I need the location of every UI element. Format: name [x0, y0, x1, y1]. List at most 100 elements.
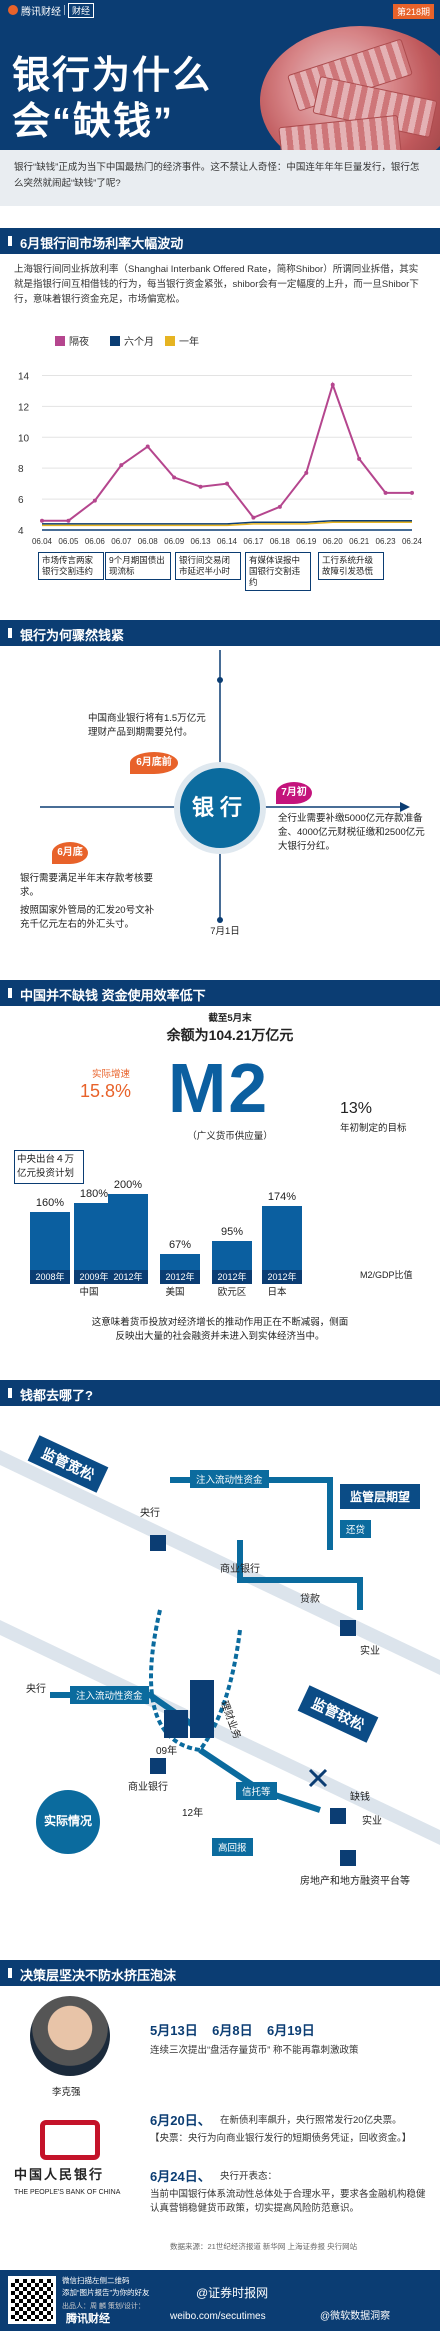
page-title-line2: 会“缺钱”: [12, 101, 175, 143]
section-title-not-short: 中国并不缺钱 资金使用效率低下: [0, 980, 440, 1006]
badge-early-july: 7月初: [276, 782, 312, 804]
legend-label: 隔夜: [69, 335, 89, 348]
data-point: [66, 518, 71, 523]
m2-bar-value: 200%: [113, 1179, 143, 1191]
flow-inject-liquidity-2: 注入流动性资金: [70, 1686, 149, 1704]
m2-bar-value: 95%: [220, 1226, 244, 1239]
node-central-bank-2: 央行: [26, 1684, 46, 1695]
m2-subtitle: （广义货币供应量）: [187, 1131, 273, 1142]
pboc-english-name: THE PEOPLE'S BANK OF CHINA: [14, 2189, 121, 2196]
label-actual-situation: 实际情况: [44, 1814, 93, 1828]
m2-bar-year: 2009年: [74, 1270, 114, 1284]
data-point: [198, 484, 203, 489]
node-real-economy-2: 实业: [362, 1816, 382, 1827]
x-tick-label: 06.21: [349, 537, 370, 546]
tencent-finance-logo: 腾讯财经 财经: [8, 2, 95, 18]
node-real-economy: 实业: [360, 1646, 380, 1657]
event-box: 9个月期国债出现流标: [105, 552, 171, 580]
chart-x-labels: 06.04 06.05 06.06 06.07 06.08 06.09 06.13 06.14…: [32, 537, 423, 546]
data-point: [119, 463, 124, 468]
data-point: [330, 382, 335, 387]
x-tick-label: 06.13: [191, 537, 212, 546]
country-usa: 美国: [165, 1287, 185, 1298]
y-tick-label: 6: [18, 495, 24, 506]
m2-bar-value: 160%: [35, 1197, 65, 1209]
page-title-line1: 银行为什么: [12, 55, 213, 97]
chart-legend: 隔夜 六个月 一年: [55, 335, 199, 348]
m2-bar-year: 2012年: [160, 1270, 200, 1284]
country-japan: 日本: [267, 1287, 287, 1298]
m2-bar-value: 67%: [168, 1238, 192, 1251]
flow-high-return: 高回报: [212, 1838, 253, 1856]
event-box: 市场传言两家银行交割违约: [38, 552, 104, 580]
x-tick-label: 06.20: [323, 537, 344, 546]
series-line-1: [42, 519, 412, 525]
data-point: [410, 490, 414, 495]
legend-label: 六个月: [124, 336, 154, 348]
data-point: [172, 475, 177, 480]
legend-swatch: [165, 336, 175, 346]
brand-secondary: 财经: [68, 2, 95, 18]
target-value: 13%: [340, 1100, 373, 1117]
section-title-why-tight: 银行为何骤然钱紧: [0, 620, 440, 646]
brand-text: 腾讯财经: [21, 6, 61, 18]
date-july-1: 7月1日: [210, 926, 240, 937]
footer-brand[interactable]: 腾讯财经: [66, 2313, 110, 2325]
weibo-microsoft-data[interactable]: @微软数据洞察: [320, 2311, 391, 2322]
data-point: [40, 518, 44, 523]
issue-number: 第218期: [392, 4, 434, 19]
weibo-securities-times[interactable]: @证券时报网: [196, 2286, 269, 2300]
m2-bar-year: 2008年: [30, 1270, 70, 1284]
bank-circle: 银行: [180, 768, 260, 848]
growth-label: 实际增速: [92, 1069, 131, 1080]
year-09: 09年: [156, 1746, 178, 1757]
y-tick-label: 4: [18, 526, 24, 537]
chart-grid: 4 6 8 10 12 14: [18, 371, 412, 537]
date-june-24: 6月24日、: [150, 2169, 211, 2184]
shibor-explanation: 上海银行间同业拆放利率（Shanghai Interbank Offered R…: [14, 264, 419, 305]
node-property-platforms: 房地产和地方融资平台等: [300, 1876, 410, 1887]
dates-repeated: 5月13日 6月8日 6月19日: [150, 2023, 315, 2038]
data-point: [145, 444, 150, 449]
event-box: 有媒体误报中国银行交割违约: [245, 552, 311, 591]
m2-caption-date: 截至5月末: [208, 1013, 252, 1024]
y-tick-label: 10: [18, 433, 30, 444]
weibo-url[interactable]: weibo.com/secutimes: [170, 2311, 266, 2322]
data-point: [251, 515, 256, 520]
m2-balance: 余额为104.21万亿元: [166, 1027, 294, 1043]
m2-bar-value: 174%: [267, 1190, 297, 1203]
x-tick-label: 06.04: [32, 537, 53, 546]
legend-label: 一年: [179, 335, 199, 348]
badge-end-june: 6月底: [52, 842, 88, 864]
li-statement: 连续三次提出“盘活存量货币” 称不能再靠刺激政策: [150, 2045, 359, 2056]
footer: 微信扫描左侧二维码 添加“图片报告”为你的好友 出品人：周 麟 策划/设计： 腾…: [0, 2270, 440, 2331]
data-point: [304, 470, 309, 475]
event-box: 工行系统升级故障引发恐慌: [318, 552, 384, 580]
series-line-2: [42, 521, 412, 527]
chart-lines: [40, 381, 414, 527]
qr-code-icon: [8, 2276, 56, 2324]
note-end-of-june-wealth: 中国商业银行将有1.5万亿元理财产品到期需要兑付。: [88, 713, 206, 738]
header: 腾讯财经 财经 第218期 银行为什么 会“缺钱”: [0, 0, 440, 150]
x-tick-label: 06.14: [217, 537, 238, 546]
flow-trust: 信托等: [236, 1782, 277, 1800]
x-tick-label: 06.09: [164, 537, 185, 546]
flow-loan: 贷款: [300, 1594, 320, 1605]
target-label: 年初制定的目标: [340, 1123, 407, 1134]
node-commercial-bank: 商业银行: [220, 1564, 260, 1575]
divider: [64, 5, 65, 15]
m2-bar-year: 2012年: [108, 1270, 148, 1284]
y-tick-label: 12: [18, 402, 30, 413]
june24-statement: 当前中国银行体系流动性总体处于合理水平，要求各金融机构稳健认真营销稳健货币政策，…: [150, 2189, 426, 2214]
june20-action: 在新债利率飙升，央行照常发行20亿央票。: [220, 2115, 402, 2126]
legend-swatch: [110, 336, 120, 346]
x-tick-label: 06.17: [243, 537, 264, 546]
june20-definition: 【央票：央行为向商业银行发行的短期债务凭证，回收资金。】: [150, 2133, 412, 2144]
x-tick-label: 06.06: [85, 537, 106, 546]
data-point: [277, 504, 282, 509]
note-fx-position: 按照国家外管局的汇发20号文补充千亿元左右的外汇头寸。: [20, 905, 155, 930]
value-2-trillion: 2万亿: [150, 1784, 176, 1795]
section-title-where-money: 钱都去哪了?: [0, 1380, 440, 1406]
